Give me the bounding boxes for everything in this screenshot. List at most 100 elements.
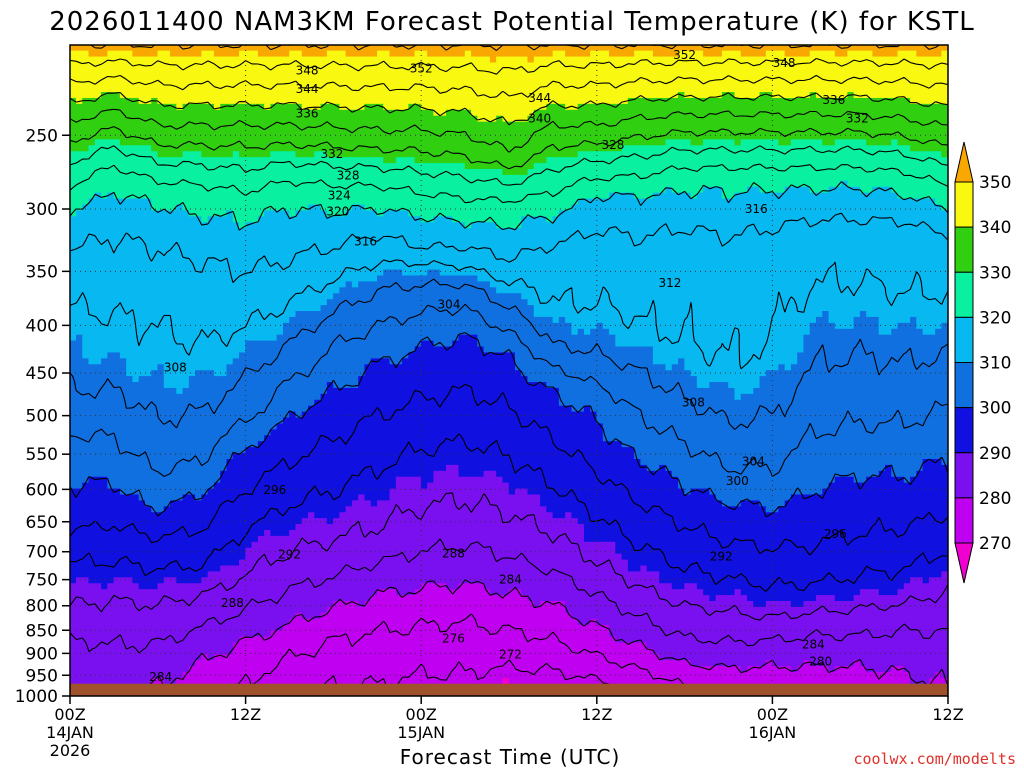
color-band-cell	[326, 210, 347, 217]
color-band-cell	[853, 92, 948, 99]
color-band-cell	[414, 157, 547, 164]
y-tick-label: 550	[26, 445, 58, 465]
color-band-cell	[151, 677, 165, 685]
color-band-cell	[201, 654, 209, 661]
color-band-cell	[195, 494, 202, 501]
color-band-cell	[107, 476, 221, 484]
color-band-cell	[790, 364, 948, 371]
color-band-cell	[70, 234, 948, 241]
color-band-cell	[282, 624, 610, 632]
color-band-cell	[765, 370, 948, 377]
color-band-cell	[314, 512, 340, 519]
color-band-cell	[70, 62, 948, 69]
color-band-cell	[364, 103, 384, 111]
color-band-cell	[577, 618, 591, 626]
color-band-cell	[728, 382, 761, 389]
contour-label: 316	[745, 202, 768, 216]
color-band-cell	[70, 163, 466, 170]
colorbar-label: 300	[979, 399, 1011, 419]
contour-label: 320	[326, 205, 349, 219]
color-band-cell	[70, 364, 127, 371]
color-band-cell	[70, 145, 90, 152]
color-band-cell	[264, 529, 271, 537]
color-band-cell	[213, 482, 397, 490]
colorbar-swatch	[954, 181, 974, 228]
contour-label: 304	[438, 298, 461, 312]
contour-line-276	[235, 613, 686, 696]
color-band-cell	[370, 358, 391, 365]
color-band-cell	[226, 364, 366, 371]
color-band-cell	[508, 488, 516, 496]
color-band-cell	[615, 334, 805, 342]
color-band-cell	[891, 464, 924, 472]
color-band-cell	[816, 92, 848, 99]
color-band-cell	[866, 311, 948, 318]
color-band-cell	[70, 328, 284, 336]
colorbar-label: 320	[979, 308, 1011, 328]
color-band-cell	[514, 364, 667, 371]
color-band-cell	[433, 109, 447, 117]
color-band-cell	[270, 151, 297, 158]
color-band-cell	[427, 50, 466, 58]
contour-label: 292	[278, 548, 301, 562]
color-band-cell	[496, 115, 504, 123]
color-band-cell	[232, 648, 654, 655]
color-band-cell	[157, 97, 629, 105]
color-band-cell	[70, 299, 328, 306]
color-band-cell	[395, 157, 416, 164]
color-band-cell	[809, 50, 836, 58]
color-band-cell	[70, 222, 240, 229]
color-band-cell	[565, 50, 591, 58]
color-band-cell	[721, 50, 742, 58]
contour-label: 284	[499, 573, 522, 587]
color-band-cell	[289, 411, 297, 419]
color-band-cell	[70, 68, 948, 75]
color-band-cell	[370, 595, 529, 602]
color-band-cell	[270, 630, 610, 638]
contour-label: 328	[601, 138, 624, 152]
y-tick-label: 900	[26, 644, 58, 664]
color-band-cell	[88, 145, 152, 152]
color-band-cell	[201, 216, 209, 223]
color-band-cell	[640, 458, 924, 466]
color-band-cell	[853, 595, 948, 602]
color-band-cell	[377, 50, 391, 58]
color-band-cell	[891, 470, 917, 478]
color-band-cell	[765, 601, 792, 608]
color-band-cell	[70, 281, 347, 288]
contour-label: 308	[164, 361, 187, 375]
color-band-cell	[684, 358, 798, 365]
color-band-cell	[941, 151, 948, 158]
color-band-cell	[213, 654, 660, 661]
color-band-cell	[182, 672, 911, 679]
color-band-cell	[420, 216, 435, 223]
color-band-cell	[816, 595, 836, 602]
color-band-cell	[910, 672, 936, 679]
color-band-cell	[634, 453, 948, 460]
color-band-cell	[897, 139, 948, 146]
color-band-cell	[508, 482, 679, 490]
color-band-cell	[245, 222, 466, 229]
contour-line-336	[70, 108, 948, 153]
color-band-cell	[615, 541, 948, 549]
color-band-cell	[646, 464, 660, 472]
color-band-cell	[634, 192, 654, 200]
color-band-cell	[70, 624, 284, 632]
color-band-cell	[351, 281, 359, 288]
color-band-cell	[239, 636, 616, 644]
color-band-cell	[935, 672, 943, 679]
color-band-cell	[577, 328, 585, 336]
color-band-cell	[583, 328, 591, 336]
color-band-cell	[395, 589, 416, 596]
color-band-cell	[897, 50, 917, 58]
color-band-cell	[383, 269, 403, 277]
color-band-cell	[558, 393, 736, 401]
x-tick-label: 12Z	[932, 705, 963, 724]
color-band-cell	[201, 577, 660, 584]
color-band-cell	[646, 642, 948, 649]
color-band-cell	[88, 50, 108, 58]
color-band-cell	[245, 447, 635, 454]
color-band-cell	[590, 618, 598, 626]
y-tick-label: 850	[26, 621, 58, 641]
color-band-cell	[910, 677, 930, 685]
